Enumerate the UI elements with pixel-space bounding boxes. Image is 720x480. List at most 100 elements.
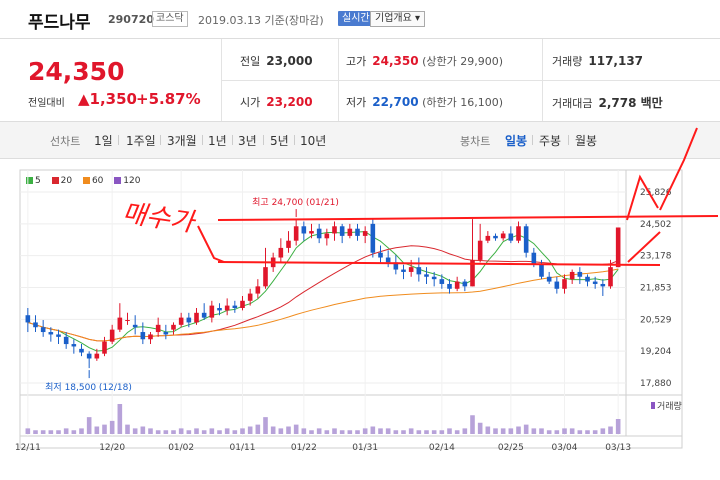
volume-label: 거래량 [552,55,583,68]
volume-bar [94,426,100,434]
support-line [217,261,661,266]
chart-frame [19,169,683,449]
volume-bar [148,428,153,434]
candle-body [554,281,560,289]
period-weekly[interactable]: 주봉 [539,134,562,148]
candle-body [140,332,146,340]
candle-body [416,267,422,275]
legend-ma120: 120 [114,176,140,186]
candle-body [163,332,169,335]
volume-bar [48,430,54,434]
candle-body [186,317,192,323]
volume-bar [554,430,560,434]
candle-body [109,329,115,342]
volume-bar [546,430,552,434]
candle-body [263,267,268,287]
candle-body [539,264,544,277]
candle-body [378,252,383,258]
y-tick-label: 21,853 [640,284,672,294]
period-3m[interactable]: 3개월 [167,134,197,148]
change-label: 전일대비 [28,98,65,109]
y-tick-label: 20,529 [640,315,672,325]
volume-bar [155,430,161,434]
low-note: 최저 18,500 (12/18) [45,382,132,393]
period-monthly[interactable]: 월봉 [575,134,598,148]
handwritten-up-arrow [659,127,698,211]
volume-bar [224,428,230,434]
candle-body [332,226,337,234]
candle-body [63,336,69,345]
amount-label: 거래대금 [552,97,593,110]
resistance-line [217,215,719,221]
volume-bar [401,430,406,434]
volume-bar [86,417,92,434]
period-3y[interactable]: 3년 [238,134,257,148]
period-1w[interactable]: 1주일 [126,134,156,148]
low-cell: 저가 22,700 (하한가 16,100) [346,94,503,110]
volume-bar [493,428,498,434]
volume-bar [125,424,130,434]
candle-body [339,226,345,236]
x-tick-label: 01/11 [230,443,256,453]
candle-body [309,231,314,234]
handwritten-peak [626,174,659,221]
change-value: ▲1,350 [78,90,137,108]
volume-bar [140,426,146,434]
stock-header: 푸드나무 290720 코스닥 2019.03.13 기준(장마감) 실시간 기… [0,0,720,39]
volume-bar [286,426,291,434]
candle-body [56,334,61,337]
low-label: 저가 [346,96,367,109]
candle-body [102,341,107,354]
volume-bar [539,428,544,434]
candle-body [171,324,176,330]
x-tick-label: 02/14 [429,443,455,453]
candle-body [355,228,360,236]
candle-body [577,271,583,277]
ma5-line [27,231,619,352]
high-note: 최고 24,700 (01/21) [252,197,339,208]
prev-close-label: 전일 [240,55,261,68]
x-tick-label: 03/04 [552,443,578,453]
period-1y[interactable]: 1년 [208,134,227,148]
realtime-button[interactable]: 실시간 [338,11,374,26]
candle-body [516,226,521,241]
candle-body [247,293,253,301]
volume-bar [362,428,368,434]
volume-bar [102,424,107,434]
divider [160,135,161,145]
volume-bar [485,426,491,434]
volume-bar [209,428,215,434]
y-tick-label: 25,826 [640,188,672,198]
open-label: 시가 [240,96,261,109]
period-5y[interactable]: 5년 [270,134,289,148]
candle-body [255,286,261,294]
volume-bar [378,428,383,434]
volume-bar [608,426,613,434]
x-tick-label: 01/31 [352,443,378,453]
candle-body [217,308,222,311]
volume-bar [585,430,590,434]
candle-body [33,322,38,328]
volume-bar [217,430,222,434]
period-1d[interactable]: 1일 [94,134,113,148]
volume-bar [431,430,437,434]
candle-body [592,281,598,284]
period-selector: 선차트 1일 1주일 3개월 1년 3년 5년 10년 봉차트 일봉 주봉 월봉 [0,122,720,159]
volume-bar [63,428,69,434]
volume-bar [56,430,61,434]
period-daily[interactable]: 일봉 [505,134,528,148]
company-info-dropdown[interactable]: 기업개요 ▾ [370,11,425,27]
volume-bar [332,428,337,434]
period-10y[interactable]: 10년 [300,134,327,148]
volume-bar [40,430,46,434]
open-cell: 시가 23,200 [240,94,313,110]
prev-close-cell: 전일 23,000 [240,53,313,69]
candle-body [278,247,284,258]
candle-body [347,228,353,236]
base-date: 2019.03.13 기준(장마감) [198,14,324,27]
candle-body [485,235,491,241]
candle-body [569,271,575,280]
handwritten-stroke [627,231,661,263]
volume-bar [500,428,506,434]
